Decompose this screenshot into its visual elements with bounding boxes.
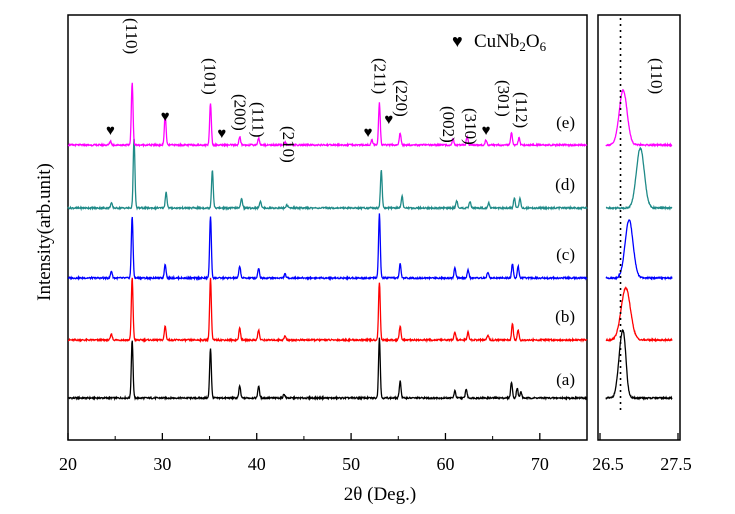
series-label-2: (b) xyxy=(555,307,575,326)
main-series-group xyxy=(67,82,588,402)
series-label-5: (e) xyxy=(556,113,575,132)
miller-index-label: (112) xyxy=(512,92,531,128)
heart-marker: ♥ xyxy=(106,123,115,139)
zoom-miller-index-label: (110) xyxy=(647,58,666,94)
series-label-3: (c) xyxy=(556,245,575,264)
series-label-4: (d) xyxy=(555,175,575,194)
x-tick-label: 50 xyxy=(342,454,360,474)
series-line-1 xyxy=(67,337,588,402)
miller-index-label: (310) xyxy=(461,108,480,145)
cunb2o6-peak-markers: ♥ ♥ ♥ ♥ ♥ ♥ xyxy=(106,109,491,142)
miller-index-label: (002) xyxy=(439,106,458,143)
heart-marker: ♥ xyxy=(217,126,226,142)
miller-index-label: (101) xyxy=(201,58,220,95)
zoom-series-group xyxy=(605,89,673,401)
zoom-series-line-2 xyxy=(605,286,673,343)
y-axis-label: Intensity(arb.unit) xyxy=(34,163,55,301)
series-labels: (a) (b) (c) (d) (e) xyxy=(555,113,575,389)
legend: ♥ CuNb2O6 xyxy=(452,31,547,54)
miller-index-label: (301) xyxy=(494,80,513,117)
miller-index-label: (110) xyxy=(122,18,141,54)
series-line-5 xyxy=(67,82,588,149)
legend-heart-marker: ♥ xyxy=(452,31,463,51)
series-line-2 xyxy=(67,277,588,344)
zoom-series-line-3 xyxy=(605,219,673,281)
x-tick-label: 60 xyxy=(436,454,454,474)
heart-marker: ♥ xyxy=(364,125,373,141)
miller-index-label: (200) xyxy=(231,94,250,131)
main-x-axis-ticks: 20 30 40 50 60 70 xyxy=(59,433,549,474)
miller-index-labels: (110) (101) (200)(111) (210) (211)(220) (002)… xyxy=(122,18,531,163)
series-line-4 xyxy=(67,138,588,212)
main-plot-frame xyxy=(67,14,588,441)
miller-index-label: (211) xyxy=(370,58,389,94)
legend-label: CuNb2O6 xyxy=(474,31,547,54)
zoom-x-tick-label: 26.5 xyxy=(592,454,624,474)
zoom-plot-frame xyxy=(597,14,681,441)
zoom-x-axis-ticks: 26.5 27.5 xyxy=(592,433,692,474)
miller-index-label: (210) xyxy=(279,126,298,163)
x-tick-label: 70 xyxy=(531,454,549,474)
x-tick-label: 30 xyxy=(153,454,171,474)
miller-index-label: (111) xyxy=(249,102,268,138)
heart-marker: ♥ xyxy=(161,109,170,125)
heart-marker: ♥ xyxy=(384,112,393,128)
miller-index-label: (220) xyxy=(392,80,411,117)
x-tick-label: 20 xyxy=(59,454,77,474)
zoom-series-line-4 xyxy=(605,146,673,211)
series-line-3 xyxy=(67,213,588,282)
x-tick-label: 40 xyxy=(248,454,266,474)
zoom-x-tick-label: 27.5 xyxy=(660,454,692,474)
zoom-series-line-5 xyxy=(605,89,673,148)
series-label-1: (a) xyxy=(556,370,575,389)
zoom-series-line-1 xyxy=(605,328,673,401)
heart-marker: ♥ xyxy=(482,123,491,139)
x-axis-label: 2θ (Deg.) xyxy=(344,484,416,505)
